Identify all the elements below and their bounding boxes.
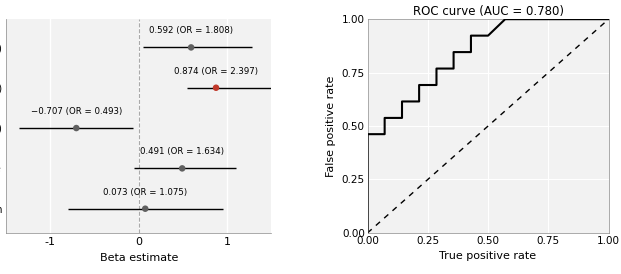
X-axis label: True positive rate: True positive rate — [440, 251, 537, 261]
Y-axis label: False positive rate: False positive rate — [326, 75, 336, 177]
Point — [211, 85, 221, 90]
Text: 0.592 (OR = 1.808): 0.592 (OR = 1.808) — [149, 26, 233, 35]
Point — [177, 166, 187, 171]
Point — [186, 45, 196, 50]
Text: 0.874 (OR = 2.397): 0.874 (OR = 2.397) — [174, 67, 258, 76]
Text: 0.073 (OR = 1.075): 0.073 (OR = 1.075) — [103, 188, 188, 197]
Text: 0.491 (OR = 1.634): 0.491 (OR = 1.634) — [140, 147, 224, 156]
X-axis label: Beta estimate: Beta estimate — [99, 253, 178, 262]
Point — [71, 126, 81, 130]
Text: −0.707 (OR = 0.493): −0.707 (OR = 0.493) — [30, 107, 122, 116]
Point — [140, 207, 150, 211]
Title: ROC curve (AUC = 0.780): ROC curve (AUC = 0.780) — [412, 5, 564, 18]
